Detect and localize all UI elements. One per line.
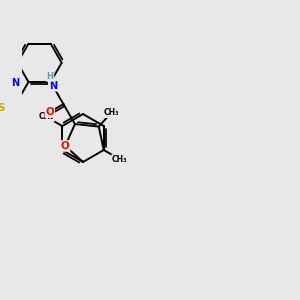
Text: N: N — [49, 81, 57, 91]
Text: CH₃: CH₃ — [39, 112, 54, 121]
Text: S: S — [0, 103, 4, 113]
Text: CH₃: CH₃ — [103, 108, 119, 117]
Text: CH₃: CH₃ — [112, 155, 128, 164]
Text: H: H — [46, 72, 53, 81]
Text: O: O — [46, 107, 54, 117]
Text: O: O — [61, 141, 70, 151]
Text: N: N — [11, 78, 20, 88]
